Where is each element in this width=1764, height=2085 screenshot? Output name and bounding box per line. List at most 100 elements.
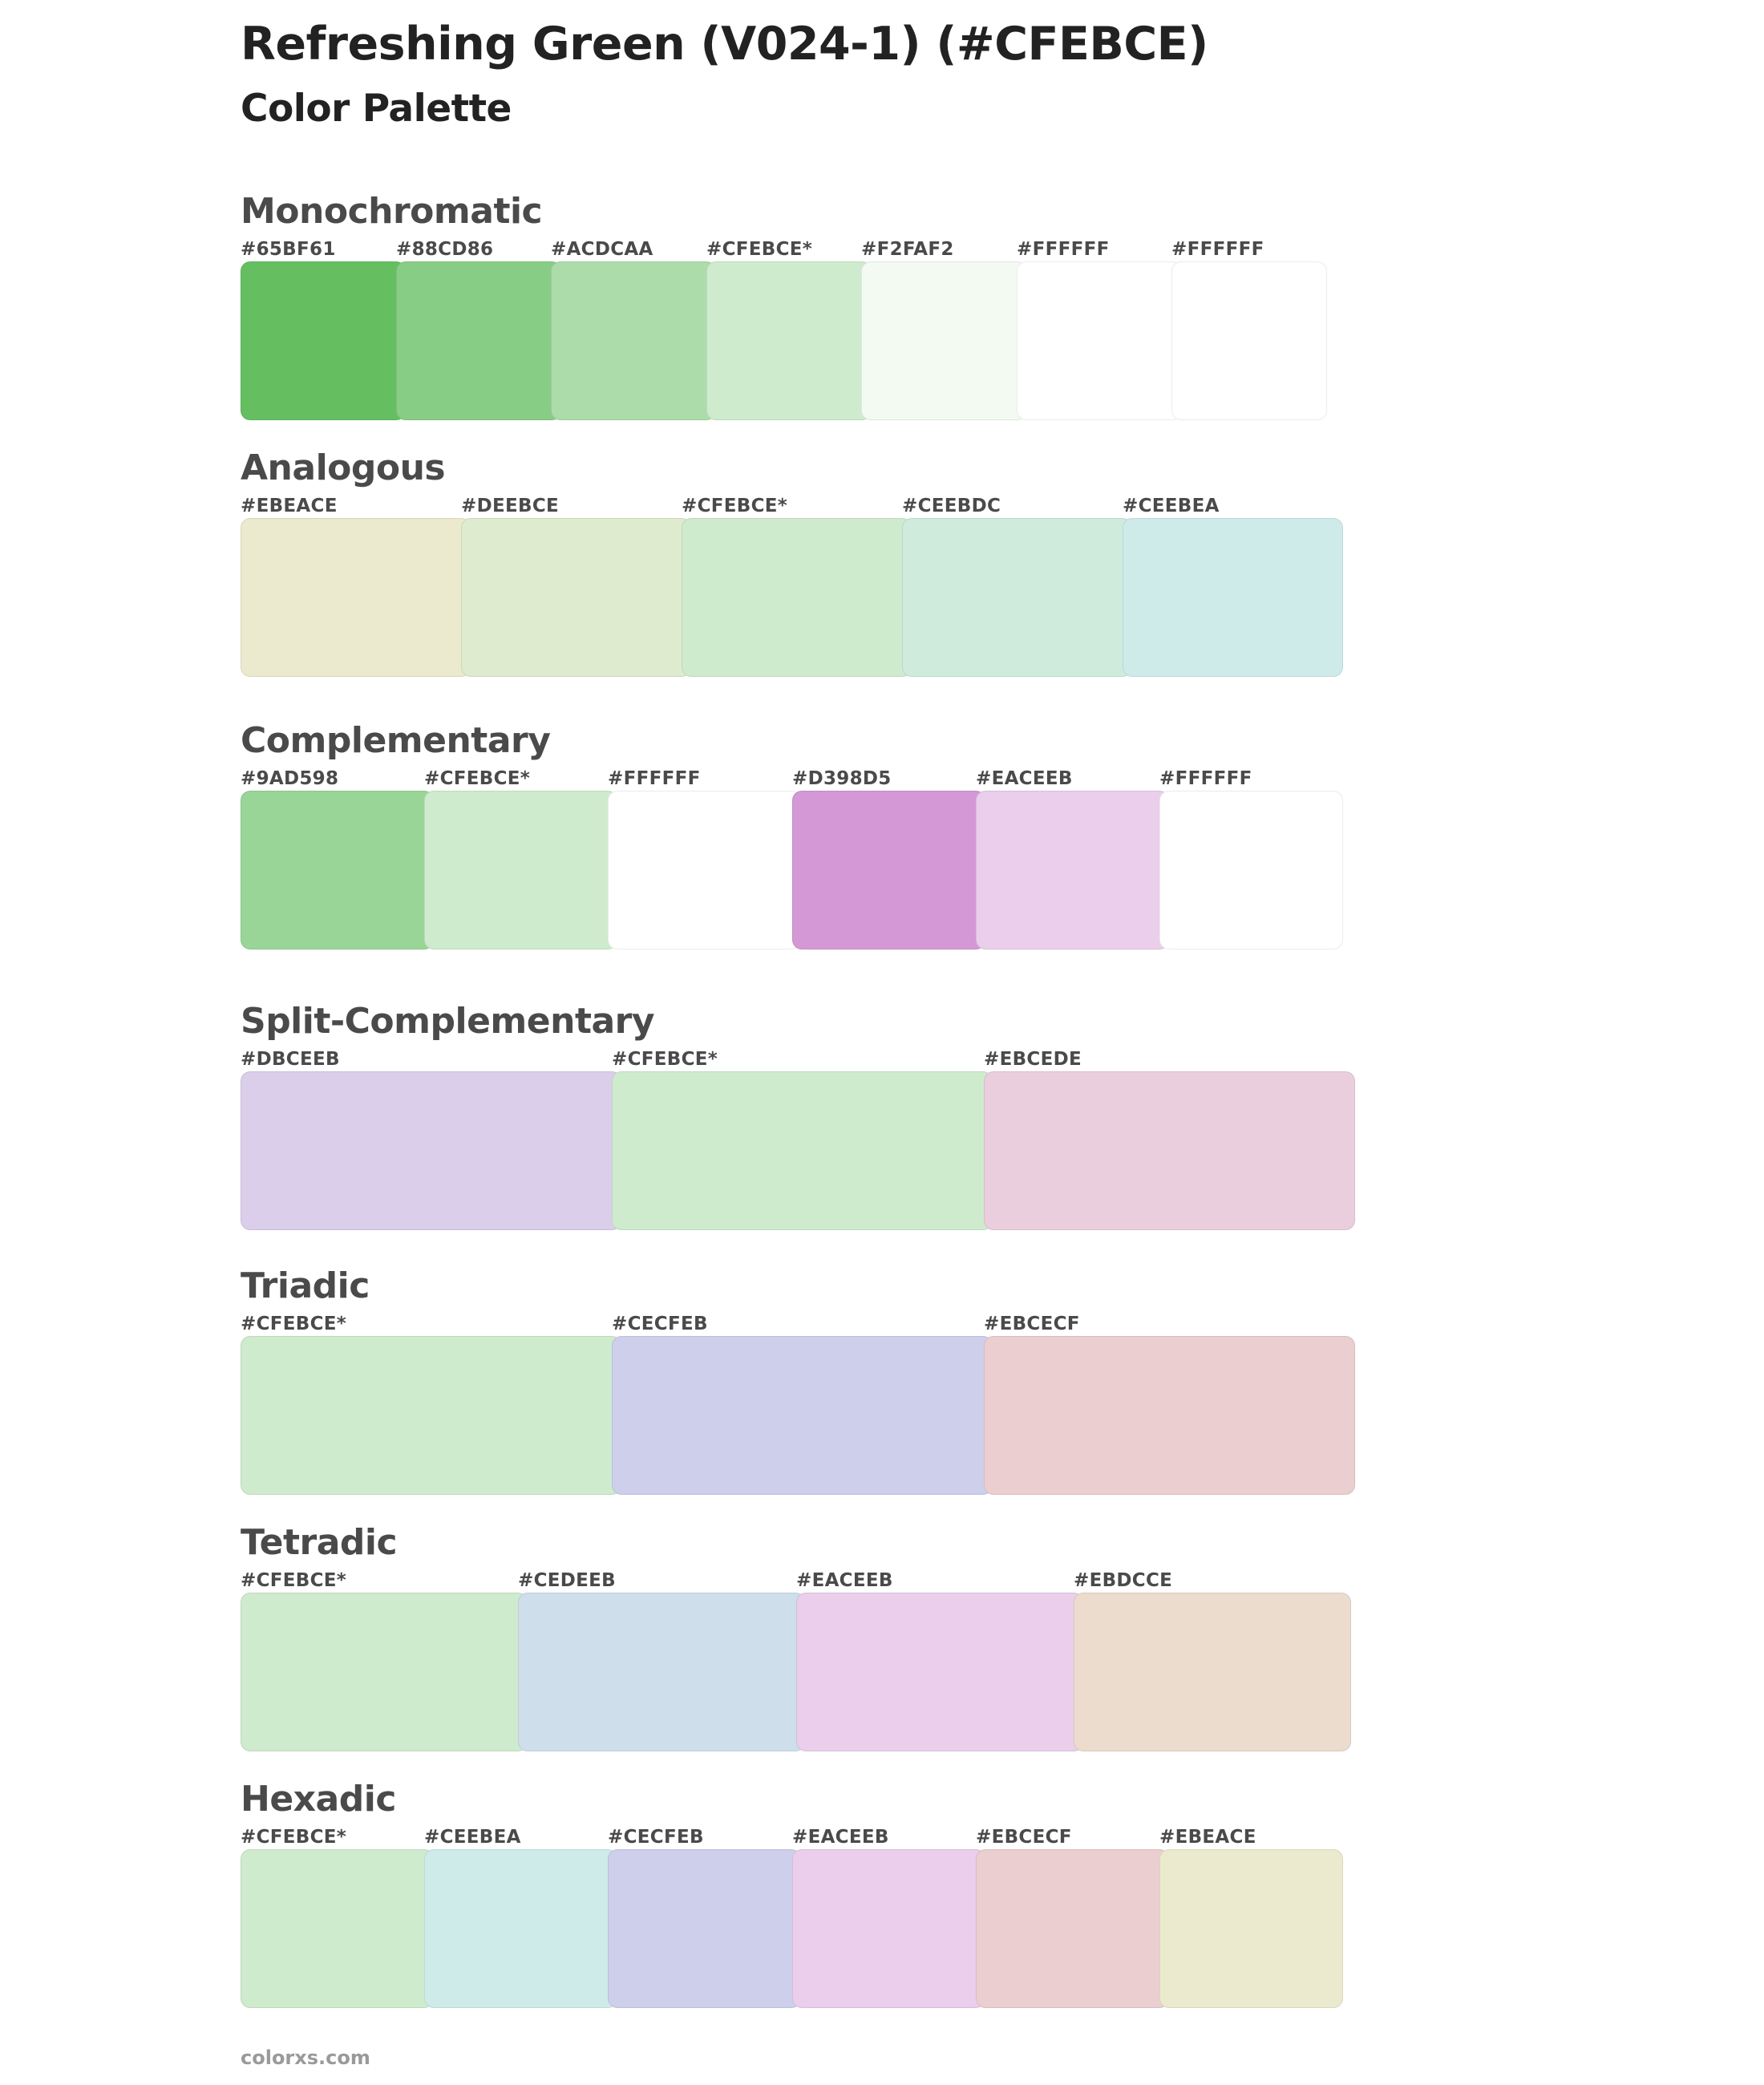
swatch-color-block[interactable] [612, 1336, 993, 1495]
color-swatch[interactable]: #CEEBEA [424, 1827, 617, 2008]
swatch-color-block[interactable] [682, 518, 912, 677]
color-swatch[interactable]: #FFFFFF [1159, 768, 1343, 949]
swatch-color-block[interactable] [1074, 1593, 1351, 1751]
swatch-color-block[interactable] [796, 1593, 1083, 1751]
swatch-color-block[interactable] [608, 791, 801, 949]
color-swatch[interactable]: #CFEBCE* [241, 1827, 434, 2008]
color-swatch[interactable]: #CFEBCE* [241, 1314, 621, 1495]
page-subtitle: Color Palette [241, 87, 512, 131]
color-swatch[interactable]: #ACDCAA [551, 239, 716, 420]
swatch-color-block[interactable] [241, 791, 434, 949]
color-swatch[interactable]: #EBDCCE [1074, 1570, 1351, 1751]
swatch-color-block[interactable] [241, 518, 471, 677]
color-swatch[interactable]: #CEEBDC [902, 496, 1132, 677]
color-swatch[interactable]: #FFFFFF [608, 768, 801, 949]
swatch-color-block[interactable] [792, 1849, 985, 2008]
swatch-hex-label: #ACDCAA [551, 239, 653, 260]
color-swatch[interactable]: #DEEBCE [461, 496, 691, 677]
swatch-color-block[interactable] [241, 1593, 528, 1751]
swatch-color-block[interactable] [706, 261, 872, 420]
swatch-color-block[interactable] [1123, 518, 1343, 677]
color-swatch[interactable]: #F2FAF2 [861, 239, 1026, 420]
color-swatch[interactable]: #FFFFFF [1171, 239, 1327, 420]
site-footer-link[interactable]: colorxs.com [241, 2047, 370, 2069]
swatch-hex-label: #CFEBCE* [682, 496, 788, 516]
swatch-row: #CFEBCE* #CECFEB #EBCECF [241, 1314, 1355, 1495]
swatch-color-block[interactable] [1171, 261, 1327, 420]
color-swatch[interactable]: #EBCEDE [984, 1049, 1355, 1230]
swatch-row: #65BF61 #88CD86 #ACDCAA #CFEBCE* #F2FAF2 #FFF… [241, 239, 1327, 420]
color-swatch[interactable]: #88CD86 [396, 239, 561, 420]
color-swatch[interactable]: #CECFEB [612, 1314, 993, 1495]
swatch-hex-label: #FFFFFF [1171, 239, 1264, 260]
swatch-color-block[interactable] [241, 1336, 621, 1495]
section-title: Analogous [241, 447, 446, 488]
swatch-hex-label: #FFFFFF [1159, 768, 1252, 789]
color-swatch[interactable]: #CFEBCE* [682, 496, 912, 677]
swatch-hex-label: #EBCECF [984, 1314, 1080, 1334]
swatch-color-block[interactable] [976, 791, 1169, 949]
section-title: Complementary [241, 720, 551, 761]
swatch-row: #CFEBCE* #CEEBEA #CECFEB #EACEEB #EBCECF #EBE… [241, 1827, 1343, 2008]
swatch-hex-label: #EBEACE [241, 496, 338, 516]
swatch-color-block[interactable] [396, 261, 561, 420]
swatch-color-block[interactable] [608, 1849, 801, 2008]
swatch-hex-label: #CECFEB [608, 1827, 704, 1848]
swatch-row: #EBEACE #DEEBCE #CFEBCE* #CEEBDC #CEEBEA [241, 496, 1343, 677]
swatch-hex-label: #EBEACE [1159, 1827, 1256, 1848]
swatch-color-block[interactable] [518, 1593, 805, 1751]
swatch-color-block[interactable] [612, 1071, 993, 1230]
swatch-hex-label: #CEEBDC [902, 496, 1001, 516]
color-swatch[interactable]: #EACEEB [976, 768, 1169, 949]
swatch-hex-label: #F2FAF2 [861, 239, 954, 260]
color-swatch[interactable]: #EBEACE [241, 496, 471, 677]
section-title: Triadic [241, 1265, 370, 1306]
section-title: Monochromatic [241, 191, 543, 232]
color-swatch[interactable]: #EACEEB [792, 1827, 985, 2008]
swatch-hex-label: #CFEBCE* [706, 239, 813, 260]
swatch-color-block[interactable] [1017, 261, 1182, 420]
swatch-hex-label: #CECFEB [612, 1314, 708, 1334]
swatch-color-block[interactable] [1159, 791, 1343, 949]
swatch-color-block[interactable] [902, 518, 1132, 677]
color-swatch[interactable]: #CEEBEA [1123, 496, 1343, 677]
color-swatch[interactable]: #CFEBCE* [241, 1570, 528, 1751]
color-swatch[interactable]: #CECFEB [608, 1827, 801, 2008]
color-swatch[interactable]: #CFEBCE* [424, 768, 617, 949]
color-swatch[interactable]: #FFFFFF [1017, 239, 1182, 420]
swatch-hex-label: #88CD86 [396, 239, 494, 260]
swatch-hex-label: #CFEBCE* [424, 768, 531, 789]
color-swatch[interactable]: #EBCECF [976, 1827, 1169, 2008]
swatch-color-block[interactable] [984, 1336, 1355, 1495]
swatch-color-block[interactable] [241, 1071, 621, 1230]
swatch-row: #9AD598 #CFEBCE* #FFFFFF #D398D5 #EACEEB #FFF… [241, 768, 1343, 949]
color-swatch[interactable]: #CFEBCE* [612, 1049, 993, 1230]
swatch-color-block[interactable] [551, 261, 716, 420]
swatch-hex-label: #EACEEB [792, 1827, 889, 1848]
swatch-color-block[interactable] [792, 791, 985, 949]
swatch-hex-label: #CEEBEA [1123, 496, 1220, 516]
color-swatch[interactable]: #EBCECF [984, 1314, 1355, 1495]
swatch-color-block[interactable] [424, 791, 617, 949]
swatch-color-block[interactable] [241, 1849, 434, 2008]
swatch-color-block[interactable] [461, 518, 691, 677]
section-title: Tetradic [241, 1522, 398, 1563]
swatch-color-block[interactable] [984, 1071, 1355, 1230]
swatch-hex-label: #DEEBCE [461, 496, 560, 516]
swatch-color-block[interactable] [1159, 1849, 1343, 2008]
color-swatch[interactable]: #D398D5 [792, 768, 985, 949]
swatch-color-block[interactable] [861, 261, 1026, 420]
color-swatch[interactable]: #DBCEEB [241, 1049, 621, 1230]
swatch-color-block[interactable] [241, 261, 406, 420]
color-swatch[interactable]: #CEDEEB [518, 1570, 805, 1751]
swatch-hex-label: #EBDCCE [1074, 1570, 1173, 1591]
color-swatch[interactable]: #9AD598 [241, 768, 434, 949]
color-swatch[interactable]: #65BF61 [241, 239, 406, 420]
swatch-color-block[interactable] [424, 1849, 617, 2008]
color-swatch[interactable]: #EBEACE [1159, 1827, 1343, 2008]
color-swatch[interactable]: #CFEBCE* [706, 239, 872, 420]
page-title: Refreshing Green (V024-1) (#CFEBCE) [241, 18, 1208, 71]
color-swatch[interactable]: #EACEEB [796, 1570, 1083, 1751]
swatch-hex-label: #DBCEEB [241, 1049, 340, 1070]
swatch-color-block[interactable] [976, 1849, 1169, 2008]
